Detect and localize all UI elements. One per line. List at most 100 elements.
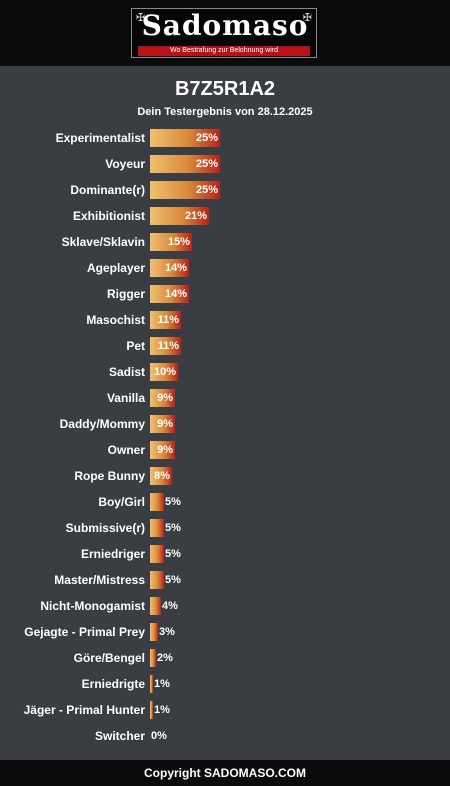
value-label: 11% xyxy=(157,314,179,326)
value-label: 15% xyxy=(167,236,190,248)
category-label: Rope Bunny xyxy=(74,469,145,483)
bar xyxy=(150,129,220,147)
value-label: 10% xyxy=(153,366,176,378)
category-label: Jäger - Primal Hunter xyxy=(23,703,145,717)
bar-row: Submissive(r) 5% xyxy=(0,519,450,537)
bar-row: Voyeur 25% xyxy=(0,155,450,173)
value-label: 5% xyxy=(165,522,181,534)
value-label: 5% xyxy=(165,496,181,508)
category-label: Vanilla xyxy=(106,391,145,405)
bar-row: Gejagte - Primal Prey 3% xyxy=(0,623,450,641)
category-label: Erniedrigte xyxy=(81,677,145,691)
logo-wordmark: Sadomaso xyxy=(141,9,309,42)
category-label: Ageplayer xyxy=(86,261,145,275)
bar-row: Dominante(r) 25% xyxy=(0,181,450,199)
value-label: 21% xyxy=(184,210,207,222)
value-label: 9% xyxy=(157,418,173,430)
bar-row: Rope Bunny 8% xyxy=(0,467,450,485)
chart-subtitle: Dein Testergebnis von 28.12.2025 xyxy=(137,106,313,118)
bar xyxy=(150,519,164,537)
value-label: 0% xyxy=(151,730,167,742)
value-label: 1% xyxy=(154,678,170,690)
bar-row: Erniedriger 5% xyxy=(0,545,450,563)
value-label: 2% xyxy=(157,652,173,664)
bar-row: Jäger - Primal Hunter 1% xyxy=(0,701,450,719)
bar-row: Switcher 0% xyxy=(0,727,450,745)
category-label: Rigger xyxy=(106,287,145,301)
category-label: Submissive(r) xyxy=(65,521,145,535)
bar-row: Nicht-Monogamist 4% xyxy=(0,597,450,615)
bar xyxy=(150,389,175,407)
bar-row: Erniedrigte 1% xyxy=(0,675,450,693)
bar-row: Experimentalist 25% xyxy=(0,129,450,147)
bar-row: Boy/Girl 5% xyxy=(0,493,450,511)
bar xyxy=(150,415,175,433)
bar-row: Owner 9% xyxy=(0,441,450,459)
ornament-left-icon: ✠ xyxy=(136,12,146,24)
category-label: Gejagte - Primal Prey xyxy=(24,625,145,639)
category-label: Experimentalist xyxy=(55,131,145,145)
bar xyxy=(150,363,178,381)
category-label: Sadist xyxy=(108,365,145,379)
bar xyxy=(150,233,192,251)
value-label: 9% xyxy=(157,444,173,456)
bar-row: Göre/Bengel 2% xyxy=(0,649,450,667)
bar xyxy=(150,675,153,693)
bar xyxy=(150,337,181,355)
bar xyxy=(150,623,158,641)
chart-title: B7Z5R1A2 xyxy=(174,78,276,100)
value-label: 3% xyxy=(159,626,175,638)
bar xyxy=(150,545,164,563)
category-label: Dominante(r) xyxy=(70,183,145,197)
category-label: Switcher xyxy=(94,729,145,743)
category-label: Owner xyxy=(107,443,145,457)
category-label: Nicht-Monogamist xyxy=(40,599,145,613)
bar-row: Pet 11% xyxy=(0,337,450,355)
value-label: 4% xyxy=(162,600,178,612)
bar xyxy=(150,285,189,303)
logo-tagline-band: Wo Bestrafung zur Belohnung wird xyxy=(138,46,310,56)
bar-row: Master/Mistress 5% xyxy=(0,571,450,589)
bar xyxy=(150,597,161,615)
bar-row: Ageplayer 14% xyxy=(0,259,450,277)
site-footer: Copyright SADOMASO.COM xyxy=(0,760,450,786)
bar xyxy=(150,311,181,329)
category-label: Voyeur xyxy=(105,157,145,171)
bar xyxy=(150,181,220,199)
value-label: 5% xyxy=(165,574,181,586)
value-label: 25% xyxy=(195,158,218,170)
category-label: Master/Mistress xyxy=(54,573,145,587)
category-label: Pet xyxy=(126,339,145,353)
category-label: Erniedriger xyxy=(80,547,145,561)
value-label: 1% xyxy=(154,704,170,716)
site-logo[interactable]: ✠ ✠ Sadomaso Wo Bestrafung zur Belohnung… xyxy=(131,8,317,58)
bar xyxy=(150,493,164,511)
bar-row: Sadist 10% xyxy=(0,363,450,381)
site-header: ✠ ✠ Sadomaso Wo Bestrafung zur Belohnung… xyxy=(0,0,450,66)
bar-row: Masochist 11% xyxy=(0,311,450,329)
category-label: Masochist xyxy=(86,313,145,327)
bar xyxy=(150,467,172,485)
bar-row: Daddy/Mommy 9% xyxy=(0,415,450,433)
bar xyxy=(150,207,209,225)
bar xyxy=(150,441,175,459)
footer-copyright: Copyright SADOMASO.COM xyxy=(144,766,306,780)
logo-tagline: Wo Bestrafung zur Belohnung wird xyxy=(169,47,279,54)
bar xyxy=(150,701,153,719)
bar xyxy=(150,571,164,589)
ornament-right-icon: ✠ xyxy=(302,12,312,24)
category-label: Boy/Girl xyxy=(98,495,145,509)
bar-row: Vanilla 9% xyxy=(0,389,450,407)
bar xyxy=(150,649,156,667)
category-label: Sklave/Sklavin xyxy=(61,235,145,249)
value-label: 14% xyxy=(164,288,187,300)
value-label: 8% xyxy=(154,470,170,482)
value-label: 5% xyxy=(165,548,181,560)
bar-row: Rigger 14% xyxy=(0,285,450,303)
category-label: Exhibitionist xyxy=(73,209,145,223)
value-label: 25% xyxy=(195,132,218,144)
bar-row: Sklave/Sklavin 15% xyxy=(0,233,450,251)
value-label: 25% xyxy=(195,184,218,196)
value-label: 11% xyxy=(157,340,179,352)
category-label: Göre/Bengel xyxy=(73,651,145,665)
